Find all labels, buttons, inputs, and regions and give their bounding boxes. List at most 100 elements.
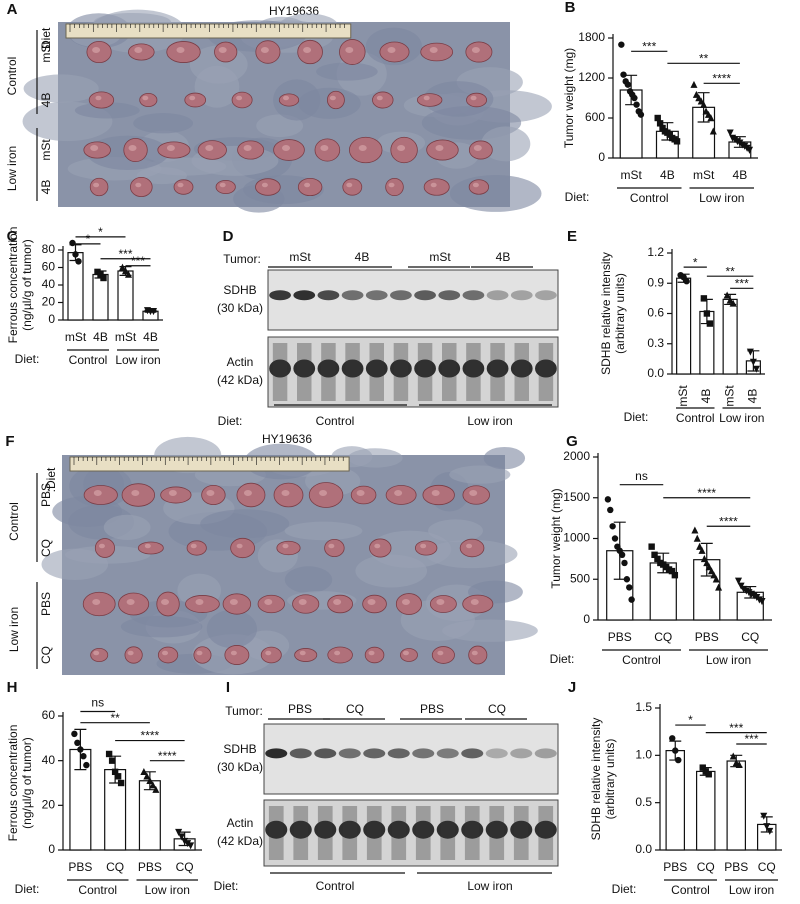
cloth-texture (74, 102, 140, 119)
y-axis-label: SDHB relative intensity (599, 252, 613, 375)
significance-label: **** (158, 749, 177, 763)
data-point (706, 320, 714, 327)
row-label: 4B (39, 93, 53, 108)
significance-label: *** (118, 247, 132, 261)
tumor-highlight (358, 145, 367, 151)
lane-smear (490, 343, 505, 401)
data-point (715, 583, 723, 591)
tumor (193, 646, 212, 664)
data-point (146, 776, 154, 784)
y-tick-label: 0 (583, 612, 590, 626)
lane-smear (317, 806, 333, 860)
tumor (89, 177, 109, 197)
tumor (88, 91, 115, 109)
x-tick-label: mSt (65, 330, 87, 344)
tumor-highlight (166, 145, 175, 151)
tumor-highlight (471, 47, 480, 53)
y-tick-label: 40 (42, 753, 56, 767)
blot-band (265, 748, 288, 759)
tumor (231, 91, 253, 109)
tumor-highlight (436, 599, 445, 605)
tumor (400, 648, 418, 662)
blot-band (363, 748, 386, 759)
y-tick-label: 20 (42, 295, 56, 309)
tumor (83, 485, 118, 505)
blot-band (265, 820, 288, 839)
tumor (128, 43, 155, 61)
y-tick-label: 500 (570, 571, 590, 585)
tumor-highlight (334, 650, 341, 656)
data-point (124, 270, 133, 278)
cloth-texture (483, 446, 526, 470)
data-point (675, 756, 682, 764)
data-point (111, 768, 119, 776)
significance-label: * (86, 232, 91, 246)
tumor (201, 484, 226, 506)
lane-label: mSt (429, 250, 451, 264)
protein-name: SDHB (223, 742, 256, 756)
blot-band (365, 290, 388, 301)
group-label: Control (316, 414, 355, 428)
tumor-label: Tumor: (223, 252, 261, 266)
data-point (726, 129, 734, 137)
x-tick-label: mSt (676, 385, 690, 407)
tumor (276, 540, 301, 556)
tumor-highlight (469, 490, 478, 496)
y-axis-label: SDHB relative intensity (589, 718, 603, 841)
x-tick-label: PBS (724, 860, 748, 874)
tumor (294, 648, 318, 662)
group-label: Control (5, 57, 19, 96)
tumor-highlight (299, 650, 306, 656)
tumor (292, 594, 320, 614)
data-point (83, 761, 90, 769)
tumor (385, 485, 417, 505)
blot-band (269, 359, 291, 378)
data-point (114, 773, 122, 780)
tumor-highlight (281, 490, 290, 496)
tumor (390, 136, 418, 164)
significance-label: ** (725, 264, 735, 278)
lane-smear (345, 343, 360, 401)
tumor-highlight (126, 599, 135, 605)
row-label: mSt (39, 139, 53, 161)
tumor-highlight (429, 47, 438, 53)
tumor-highlight (387, 47, 396, 53)
tumor (86, 40, 112, 64)
data-point (659, 124, 666, 132)
data-point (71, 730, 78, 738)
data-point (108, 757, 116, 764)
y-tick-label: 0 (48, 312, 55, 326)
tumor (160, 486, 192, 504)
diet-label: Diet: (550, 652, 575, 666)
blot-band (414, 290, 436, 301)
data-point (149, 781, 157, 789)
tumor-highlight (236, 543, 243, 549)
cloth-texture (206, 609, 257, 649)
y-tick-label: 1.2 (647, 245, 664, 259)
lane-smear (417, 343, 433, 401)
blot-band (390, 359, 412, 378)
y-tick-label: 80 (42, 242, 56, 256)
protein-weight: (30 kDa) (217, 760, 263, 774)
tumor (82, 591, 116, 617)
diet-label: Diet: (214, 879, 239, 893)
y-tick-label: 0.5 (635, 795, 652, 809)
data-point (97, 271, 104, 278)
bar (722, 298, 738, 375)
data-point (631, 94, 638, 102)
tumor-highlight (236, 95, 243, 101)
significance-label: *** (744, 732, 758, 746)
lane-smear (342, 806, 358, 860)
ruler (65, 23, 352, 39)
cloth-texture (442, 619, 538, 642)
tumor (215, 180, 236, 194)
lane-label: PBS (288, 702, 312, 716)
data-point (683, 278, 690, 285)
blot-band (485, 820, 508, 839)
tumor-highlight (402, 650, 409, 656)
lane-smear (464, 806, 480, 860)
panel-letter: I (226, 679, 230, 696)
blot-band (462, 359, 485, 378)
data-point (710, 571, 718, 579)
